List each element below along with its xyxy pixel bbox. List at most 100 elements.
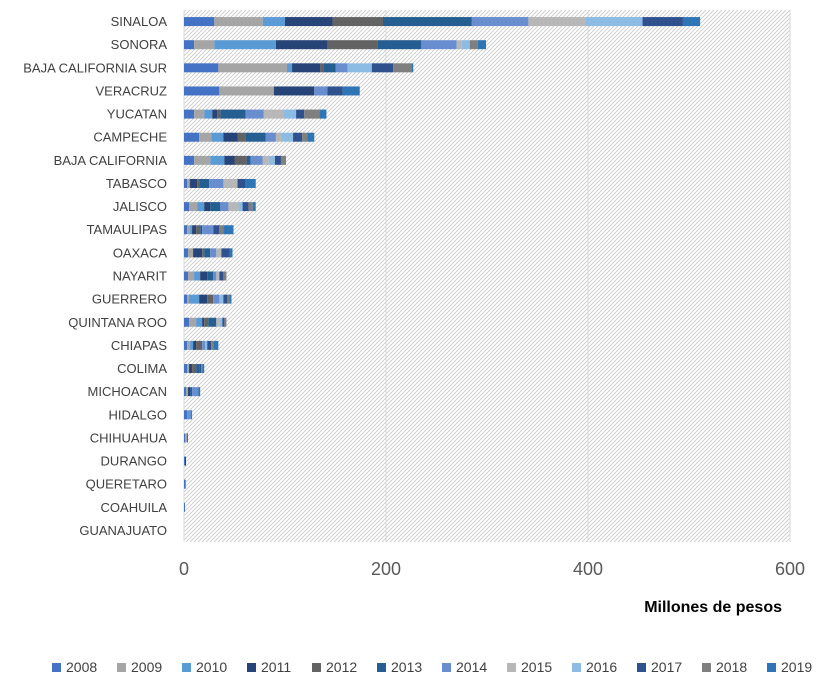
bar-segment bbox=[477, 40, 486, 50]
legend-entry: 2013 bbox=[391, 659, 422, 675]
bar-segment bbox=[461, 40, 470, 50]
bar-segment bbox=[224, 317, 227, 327]
bar-segment bbox=[220, 109, 246, 119]
bar-segment bbox=[201, 364, 203, 374]
bar-segment bbox=[213, 340, 219, 350]
category-label: VERACRUZ bbox=[95, 83, 167, 98]
bar-segment bbox=[302, 132, 308, 142]
legend-swatch bbox=[637, 663, 646, 672]
legend-swatch bbox=[767, 663, 776, 672]
bar-segment bbox=[223, 132, 238, 142]
bar-segment bbox=[194, 109, 205, 119]
bar-segment bbox=[250, 155, 263, 165]
bar-segment bbox=[320, 63, 324, 73]
bar-segment bbox=[585, 17, 643, 27]
bar-segment bbox=[185, 433, 188, 443]
bar-segment bbox=[202, 340, 206, 350]
category-label: CAMPECHE bbox=[93, 130, 167, 145]
bar-segment bbox=[285, 17, 333, 27]
bar-segment bbox=[220, 202, 229, 212]
category-label: GUANAJUATO bbox=[79, 523, 167, 538]
bar-segment bbox=[292, 63, 321, 73]
bar-segment bbox=[187, 294, 190, 304]
bar-segment bbox=[262, 17, 285, 27]
bar-segment bbox=[280, 155, 287, 165]
bar-segment bbox=[246, 155, 251, 165]
bar-segment bbox=[283, 109, 297, 119]
legend-swatch bbox=[442, 663, 451, 672]
bar-segment bbox=[202, 248, 205, 258]
bar-segment bbox=[219, 86, 274, 96]
bar-segment bbox=[202, 364, 205, 374]
bar-segment bbox=[185, 479, 187, 489]
legend-swatch bbox=[507, 663, 516, 672]
bar-segment bbox=[237, 132, 246, 142]
bar-segment bbox=[274, 155, 281, 165]
x-tick-labels: 0 200 400 600 bbox=[179, 559, 805, 579]
bar-segment bbox=[280, 132, 294, 142]
category-label: QUERETARO bbox=[86, 477, 167, 492]
bar-segment bbox=[184, 387, 187, 397]
bar-segment bbox=[212, 109, 218, 119]
category-label: TAMAULIPAS bbox=[87, 222, 168, 237]
bar-segment bbox=[421, 40, 457, 50]
bar-segment bbox=[335, 63, 348, 73]
bar-segment bbox=[332, 17, 383, 27]
bar-segment bbox=[245, 178, 256, 188]
bar-segment bbox=[210, 202, 221, 212]
bar-segment bbox=[192, 364, 197, 374]
bar-segment bbox=[210, 248, 217, 258]
category-label: COAHUILA bbox=[101, 500, 168, 515]
bar-segment bbox=[219, 317, 223, 327]
bar-segment bbox=[327, 40, 378, 50]
bar-segment bbox=[184, 340, 188, 350]
bar-segment bbox=[184, 40, 195, 50]
bar-segment bbox=[188, 387, 191, 397]
category-label: BAJA CALIFORNIA bbox=[54, 153, 168, 168]
bar-segment bbox=[287, 63, 293, 73]
x-tick-label: 0 bbox=[179, 559, 189, 579]
plot-area bbox=[184, 10, 790, 542]
bar-segment bbox=[199, 294, 208, 304]
bar-segment bbox=[188, 271, 195, 281]
legend-entry: 2019 bbox=[781, 659, 812, 675]
bar-segment bbox=[469, 40, 478, 50]
x-tick-label: 400 bbox=[573, 559, 603, 579]
bar-segment bbox=[223, 294, 228, 304]
bar-segment bbox=[200, 225, 203, 235]
bar-segment bbox=[196, 317, 203, 327]
bar-segment bbox=[184, 248, 189, 258]
bar-segment bbox=[204, 248, 211, 258]
bar-segment bbox=[194, 271, 201, 281]
bar-segment bbox=[184, 17, 215, 27]
category-label: HIDALGO bbox=[108, 407, 167, 422]
bar-segment bbox=[248, 202, 253, 212]
x-tick-label: 600 bbox=[775, 559, 805, 579]
bar-segment bbox=[198, 387, 201, 397]
category-label: DURANGO bbox=[101, 454, 167, 469]
legend-entry: 2016 bbox=[586, 659, 617, 675]
bar-segment bbox=[184, 63, 219, 73]
bar-segment bbox=[208, 317, 217, 327]
category-label: GUERRERO bbox=[92, 292, 167, 307]
bar-segment bbox=[219, 271, 224, 281]
bar-segment bbox=[187, 225, 191, 235]
bar-segment bbox=[456, 40, 462, 50]
bar-segment bbox=[211, 340, 214, 350]
bar-segment bbox=[204, 202, 211, 212]
bar-segment bbox=[190, 340, 194, 350]
bar-segment bbox=[307, 132, 315, 142]
bar-segment bbox=[199, 364, 202, 374]
category-label: OAXACA bbox=[113, 245, 168, 260]
bars bbox=[184, 17, 701, 512]
bar-segment bbox=[213, 271, 217, 281]
bar-segment bbox=[184, 433, 186, 443]
bar-segment bbox=[187, 410, 190, 420]
bar-segment bbox=[186, 387, 189, 397]
bar-segment bbox=[184, 202, 190, 212]
bar-segment bbox=[216, 271, 220, 281]
bar-segment bbox=[213, 225, 220, 235]
bar-segment bbox=[196, 225, 201, 235]
bar-segment bbox=[314, 86, 328, 96]
